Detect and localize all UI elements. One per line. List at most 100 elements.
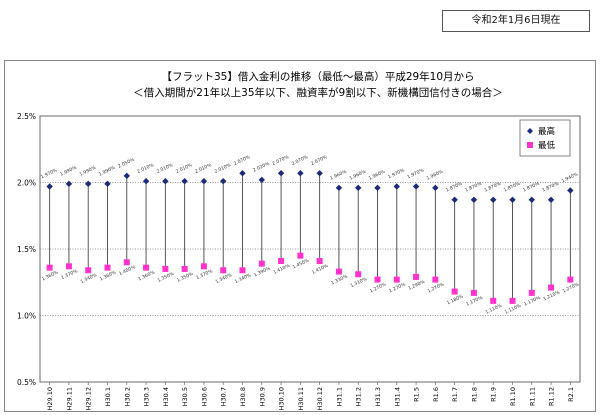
max-point xyxy=(432,184,439,192)
min-point xyxy=(239,267,246,274)
data-label-min: 1.410% xyxy=(311,263,330,276)
x-tick-label: H31.2 xyxy=(355,387,363,406)
max-point xyxy=(258,176,265,184)
min-point xyxy=(278,257,285,264)
data-label-min: 1.350% xyxy=(176,271,195,284)
max-point xyxy=(567,187,574,194)
min-point xyxy=(46,264,53,271)
data-label-min: 1.330% xyxy=(330,273,349,286)
max-point xyxy=(355,184,362,192)
data-label-max: 2.010% xyxy=(175,162,194,175)
max-point xyxy=(104,180,111,188)
chart-frame xyxy=(4,60,596,412)
data-label-max: 2.010% xyxy=(194,162,213,175)
data-label-max: 2.020% xyxy=(252,161,271,174)
legend-min-marker xyxy=(527,142,533,148)
data-label-min: 1.450% xyxy=(292,257,311,270)
min-point xyxy=(297,252,304,259)
x-tick-label: H30.5 xyxy=(181,387,189,406)
x-tick-label: H29.12 xyxy=(85,387,93,411)
min-point xyxy=(548,284,555,291)
max-point xyxy=(451,196,458,203)
x-tick-label: R1.9 xyxy=(490,387,498,402)
min-point xyxy=(258,260,265,267)
data-label-max: 2.070% xyxy=(310,154,329,167)
min-point xyxy=(528,289,535,296)
max-point xyxy=(509,196,516,203)
data-label-min: 1.310% xyxy=(350,276,369,289)
max-point xyxy=(123,172,130,180)
min-point xyxy=(355,271,362,278)
data-label-max: 2.010% xyxy=(136,162,155,175)
data-label-min: 1.290% xyxy=(407,279,426,292)
y-tick-label: 1.0% xyxy=(17,312,36,321)
data-label-min: 1.270% xyxy=(388,281,407,294)
legend xyxy=(519,119,571,157)
data-label-min: 1.410% xyxy=(272,263,291,276)
min-point xyxy=(200,263,207,270)
data-label-min: 1.270% xyxy=(562,281,581,294)
min-point xyxy=(65,263,72,270)
max-point xyxy=(65,180,73,188)
y-tick-label: 2.0% xyxy=(17,179,36,188)
x-tick-label: R1.12 xyxy=(548,387,556,406)
min-point xyxy=(335,268,342,275)
max-point xyxy=(181,177,188,185)
min-point xyxy=(413,273,420,280)
max-point xyxy=(374,184,381,192)
max-point xyxy=(239,169,246,177)
data-label-min: 1.180% xyxy=(446,293,465,306)
max-point xyxy=(393,183,400,190)
data-label-min: 1.340% xyxy=(80,272,99,285)
data-label-max: 1.990% xyxy=(79,165,98,178)
legend-max-marker xyxy=(527,128,533,134)
x-tick-label: H30.1 xyxy=(104,387,112,406)
x-tick-label: R1.6 xyxy=(432,387,440,402)
x-tick-label: H30.11 xyxy=(297,387,305,411)
data-label-min: 1.110% xyxy=(504,303,523,316)
x-tick-label: H30.7 xyxy=(220,387,228,406)
max-point xyxy=(297,169,304,177)
min-point xyxy=(316,257,323,264)
min-point xyxy=(432,276,439,283)
max-point xyxy=(277,169,285,177)
y-tick-label: 0.5% xyxy=(17,378,36,387)
x-tick-label: R1.10 xyxy=(509,387,517,406)
x-tick-label: R2.1 xyxy=(567,387,575,402)
data-label-max: 2.070% xyxy=(233,154,252,167)
min-point xyxy=(104,264,111,271)
data-label-min: 1.210% xyxy=(542,289,561,302)
max-point xyxy=(412,183,420,190)
min-point xyxy=(393,276,400,283)
max-point xyxy=(335,184,343,192)
max-point xyxy=(142,177,150,185)
legend-min-label: 最低 xyxy=(538,140,556,151)
data-label-max: 2.050% xyxy=(117,157,136,170)
x-tick-label: R1.5 xyxy=(413,387,421,402)
data-label-min: 1.400% xyxy=(118,264,137,277)
data-label-max: 1.870% xyxy=(464,180,483,193)
data-label-min: 1.170% xyxy=(465,295,484,308)
x-tick-label: H30.8 xyxy=(239,387,247,406)
x-tick-label: R1.8 xyxy=(470,387,478,402)
data-label-min: 1.360% xyxy=(41,269,60,282)
x-tick-label: H30.9 xyxy=(258,387,266,406)
min-point xyxy=(509,297,516,304)
x-tick-label: R1.11 xyxy=(528,387,536,406)
x-tick-label: R1.7 xyxy=(451,387,459,402)
chart-title: 【フラット35】借入金利の推移（最低～最高）平成29年10月から xyxy=(161,70,474,83)
max-point xyxy=(162,177,169,185)
min-point xyxy=(143,264,150,271)
y-tick-label: 1.5% xyxy=(17,245,36,254)
min-point xyxy=(181,265,188,272)
data-label-min: 1.390% xyxy=(253,265,272,278)
data-label-max: 1.990% xyxy=(59,165,78,178)
x-tick-label: H31.3 xyxy=(374,387,382,406)
x-tick-label: H31.4 xyxy=(393,387,401,406)
data-label-max: 1.970% xyxy=(387,167,406,180)
data-label-min: 1.340% xyxy=(234,272,253,285)
max-point xyxy=(220,177,227,185)
min-point xyxy=(567,276,574,283)
as-of-date: 令和2年1月6日現在 xyxy=(442,10,590,32)
data-label-max: 1.960% xyxy=(349,169,368,182)
